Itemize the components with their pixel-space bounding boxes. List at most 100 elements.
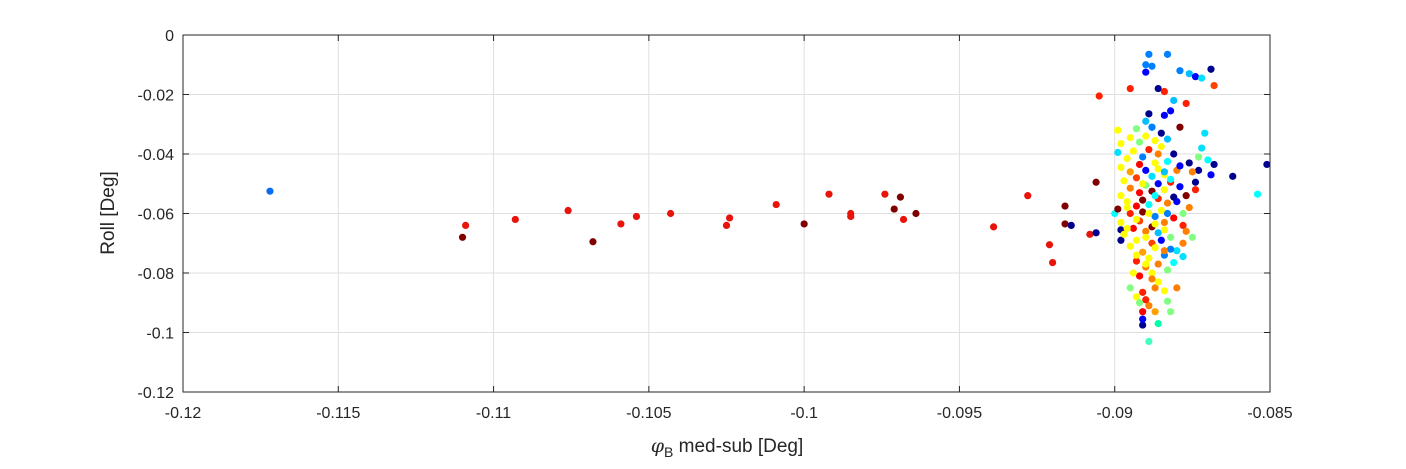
data-point bbox=[1154, 260, 1162, 268]
x-axis-label: φB med-sub [Deg] bbox=[651, 435, 804, 460]
data-point bbox=[1145, 209, 1153, 218]
data-point bbox=[1163, 50, 1172, 58]
data-point bbox=[1157, 129, 1165, 137]
data-point bbox=[617, 220, 625, 228]
x-tick-label: -0.1 bbox=[790, 405, 818, 422]
data-point bbox=[1176, 183, 1184, 191]
x-tick-label: -0.115 bbox=[316, 405, 360, 422]
data-point bbox=[1185, 203, 1193, 212]
data-point bbox=[1204, 156, 1212, 164]
data-point bbox=[1139, 321, 1147, 329]
data-point bbox=[1117, 218, 1125, 227]
data-point bbox=[1132, 251, 1141, 259]
data-point bbox=[1120, 177, 1128, 185]
data-point bbox=[1160, 168, 1169, 176]
data-point bbox=[1167, 175, 1175, 183]
data-point bbox=[1132, 174, 1141, 182]
data-point bbox=[1139, 315, 1147, 323]
data-point bbox=[1139, 153, 1147, 161]
data-point bbox=[1135, 299, 1144, 307]
data-point bbox=[1191, 178, 1200, 186]
data-point bbox=[1170, 96, 1178, 105]
data-point bbox=[1182, 227, 1190, 235]
data-point bbox=[1142, 233, 1150, 241]
data-point bbox=[1061, 220, 1069, 228]
data-point bbox=[1086, 230, 1094, 238]
data-point bbox=[1151, 192, 1159, 200]
data-point bbox=[1194, 166, 1203, 174]
data-point bbox=[1132, 215, 1141, 224]
data-point bbox=[1145, 50, 1153, 58]
y-tick-labels: 0 -0.02 -0.04 -0.06 -0.08 -0.1 -0.12 bbox=[138, 28, 175, 402]
data-point bbox=[266, 187, 274, 195]
data-point bbox=[726, 214, 734, 222]
data-point bbox=[1182, 192, 1190, 200]
data-point bbox=[1163, 297, 1172, 305]
data-point bbox=[1163, 135, 1172, 143]
data-point bbox=[1129, 224, 1137, 232]
data-point bbox=[1135, 189, 1144, 197]
data-point bbox=[1148, 269, 1156, 277]
data-point bbox=[1176, 123, 1184, 131]
data-point bbox=[1139, 248, 1147, 256]
data-point bbox=[1176, 162, 1184, 170]
data-point bbox=[1154, 150, 1162, 158]
data-point bbox=[1145, 302, 1153, 310]
data-point bbox=[1123, 224, 1131, 232]
data-point bbox=[1198, 144, 1206, 152]
data-point bbox=[1157, 236, 1165, 244]
data-point bbox=[1210, 160, 1218, 169]
data-point bbox=[1148, 123, 1156, 131]
data-point bbox=[1154, 84, 1162, 93]
data-point bbox=[458, 233, 467, 241]
data-point bbox=[1182, 99, 1190, 108]
data-point bbox=[564, 206, 572, 215]
data-point bbox=[1154, 278, 1162, 286]
data-point bbox=[1139, 288, 1147, 296]
data-points bbox=[266, 50, 1271, 346]
data-point bbox=[1120, 230, 1128, 238]
data-point bbox=[1170, 258, 1178, 267]
data-point bbox=[1173, 247, 1181, 255]
data-point bbox=[1173, 284, 1181, 292]
data-point bbox=[1160, 218, 1169, 227]
data-point bbox=[1160, 287, 1169, 295]
data-point bbox=[511, 215, 519, 224]
data-point bbox=[1176, 67, 1184, 75]
data-point bbox=[1067, 221, 1075, 229]
data-point bbox=[1123, 198, 1131, 206]
data-point bbox=[1126, 184, 1134, 192]
data-point bbox=[1126, 209, 1134, 218]
data-point bbox=[1129, 269, 1137, 277]
x-axis-label-subscript: B bbox=[664, 444, 673, 460]
data-point bbox=[1154, 229, 1162, 237]
data-point bbox=[1154, 319, 1162, 328]
data-point bbox=[1142, 227, 1150, 235]
data-point bbox=[1210, 81, 1218, 90]
tick-marks bbox=[182, 34, 1271, 393]
data-point bbox=[1095, 92, 1103, 100]
data-point bbox=[890, 205, 898, 213]
y-tick-label: 0 bbox=[165, 28, 174, 45]
data-point bbox=[1142, 296, 1150, 304]
data-point bbox=[1142, 132, 1150, 140]
data-point bbox=[1179, 221, 1187, 229]
data-point bbox=[1170, 150, 1178, 158]
data-point bbox=[1151, 308, 1159, 316]
data-point bbox=[1148, 62, 1156, 70]
data-point bbox=[1142, 166, 1150, 174]
data-point bbox=[1132, 257, 1141, 265]
data-point bbox=[1151, 244, 1159, 252]
data-point bbox=[1126, 168, 1134, 176]
data-point bbox=[1160, 186, 1169, 194]
data-point bbox=[1229, 172, 1237, 180]
data-point bbox=[1194, 153, 1203, 161]
data-point bbox=[1145, 254, 1153, 262]
data-point bbox=[1151, 212, 1159, 221]
data-point bbox=[1129, 147, 1137, 155]
data-point bbox=[1163, 266, 1172, 274]
data-point bbox=[1191, 186, 1200, 194]
data-point bbox=[1092, 178, 1100, 186]
data-point bbox=[1145, 145, 1153, 154]
